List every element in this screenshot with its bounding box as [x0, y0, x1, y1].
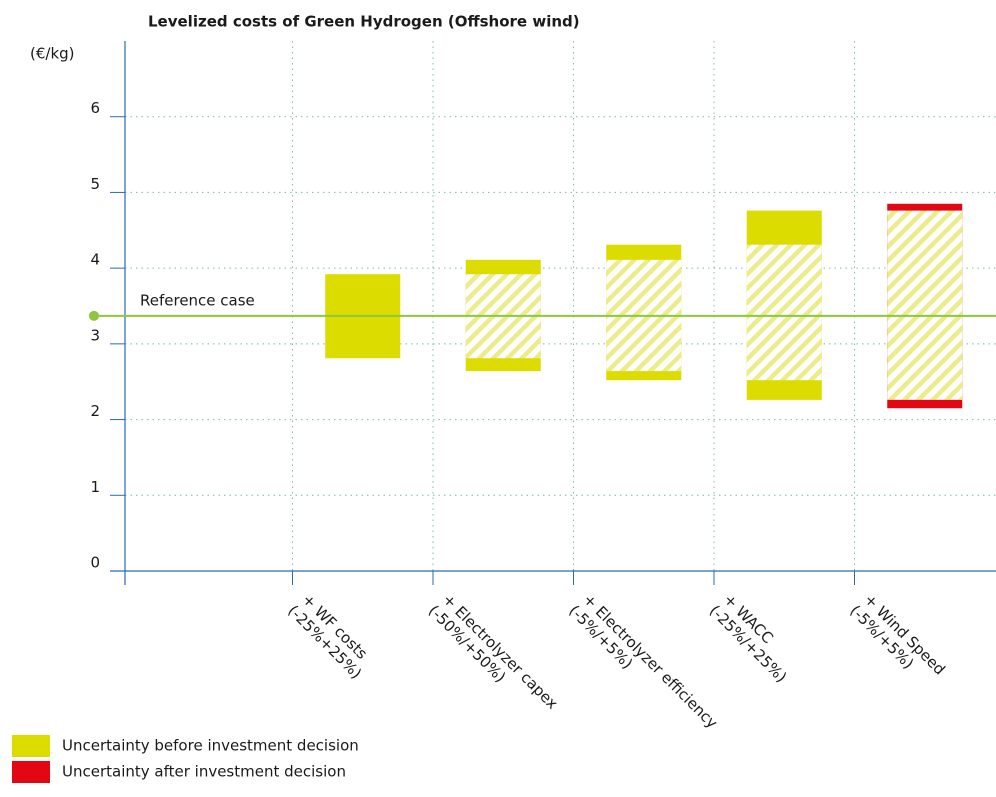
category-label: + WACC(-25%/+25%) — [706, 590, 790, 686]
y-tick-label: 2 — [90, 402, 100, 420]
hatched-bar — [887, 210, 963, 400]
y-axis-label: (€/kg) — [30, 45, 75, 63]
category-label: + Electrolyzer capex(-50%/+50%) — [425, 590, 562, 713]
y-tick-label: 0 — [90, 554, 100, 572]
chart-title: Levelized costs of Green Hydrogen (Offsh… — [148, 13, 580, 31]
legend-swatch — [12, 761, 50, 783]
legend-swatch — [12, 735, 50, 757]
y-tick-label: 5 — [90, 175, 100, 193]
y-tick-label: 1 — [90, 478, 100, 496]
legend-label: Uncertainty after investment decision — [62, 763, 346, 781]
y-tick-label: 4 — [90, 251, 100, 269]
reference-label: Reference case — [140, 291, 255, 309]
category-name: + Electrolyzer capex — [439, 590, 562, 713]
y-tick-label: 6 — [90, 99, 100, 117]
legend-label: Uncertainty before investment decision — [62, 737, 359, 755]
category-label: + Electrolyzer efficiency(-5%/+5%) — [565, 590, 721, 732]
reference-dot — [89, 310, 99, 321]
category-name: + Electrolyzer efficiency — [579, 590, 721, 732]
hatched-bar — [746, 244, 822, 381]
category-label: + WF costs(-25%+25%) — [284, 590, 371, 682]
y-tick-label: 3 — [90, 326, 100, 344]
category-label: + Wind Speed(-5%/+5%) — [846, 590, 948, 678]
